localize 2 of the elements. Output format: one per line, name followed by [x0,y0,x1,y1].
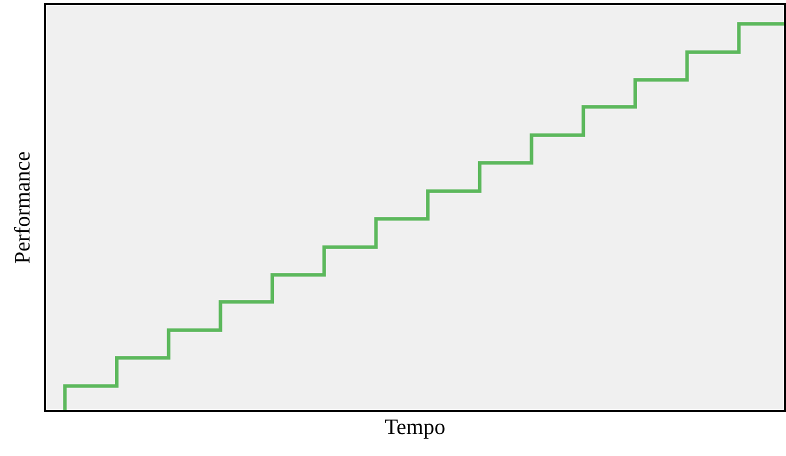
x-axis-title: Tempo [384,414,446,440]
y-axis-title: Performance [10,151,35,264]
